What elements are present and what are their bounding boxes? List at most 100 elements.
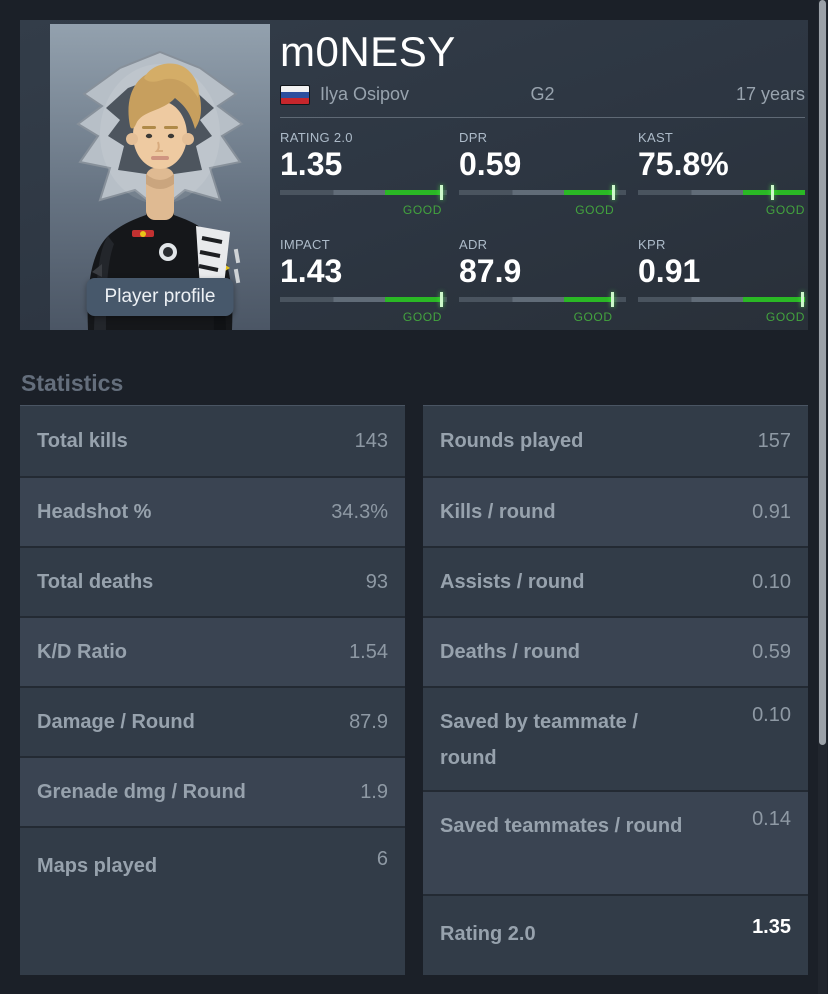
rating-stat-value: 75.8% [638, 146, 729, 183]
player-nickname: m0NESY [280, 28, 456, 75]
statistics-table-left: Total kills 143 Headshot % 34.3% Total d… [20, 405, 405, 975]
stat-value: 1.9 [360, 780, 388, 803]
stat-name: Maps played [37, 855, 158, 877]
rating-bar [459, 185, 626, 201]
rating-stat-label: KAST [638, 130, 674, 146]
rating-stat-cell: ADR 87.9 GOOD [459, 237, 626, 332]
statistics-heading: Statistics [21, 370, 124, 396]
stat-name: Damage / Round [37, 711, 195, 733]
player-profile-button[interactable]: Player profile [86, 278, 234, 316]
rating-bar-fill [564, 296, 613, 302]
table-row: Maps played 6 [20, 826, 405, 975]
rating-verdict-label: GOOD [573, 309, 613, 324]
rating-stat-value: 1.35 [280, 146, 343, 183]
rating-stat-cell: KPR 0.91 GOOD [638, 237, 805, 332]
rating-verdict-label: GOOD [765, 309, 805, 324]
scrollbar-thumb[interactable] [819, 0, 826, 745]
player-meta-row: Ilya Osipov G2 17 years [280, 84, 805, 105]
rating-bar-tick [612, 185, 616, 201]
table-row: Headshot % 34.3% [20, 476, 405, 546]
stat-value: 157 [757, 429, 791, 452]
rating-bar-tick [801, 291, 805, 307]
stat-name: Grenade dmg / Round [37, 781, 246, 803]
stat-name: Total deaths [37, 571, 154, 593]
rating-stat-value: 87.9 [459, 253, 522, 290]
player-age: 17 years [735, 84, 805, 105]
table-row: Total deaths 93 [20, 546, 405, 616]
player-photo: Player profile [50, 24, 270, 330]
stat-value: 1.35 [752, 916, 791, 938]
stat-name: Headshot % [37, 501, 152, 523]
statistics-table-right: Rounds played 157 Kills / round 0.91 Ass… [423, 405, 808, 975]
rating-bar [280, 291, 447, 307]
stat-name: Rounds played [440, 430, 584, 452]
stat-name: K/D Ratio [37, 641, 127, 663]
rating-verdict-label: GOOD [575, 203, 615, 218]
table-row: Saved by teammate / round 0.10 [423, 686, 808, 790]
stat-name: Total kills [37, 430, 128, 452]
rating-stat-cell: DPR 0.59 GOOD [459, 130, 626, 225]
table-row: Rating 2.0 1.35 [423, 894, 808, 975]
rating-stat-label: ADR [459, 237, 488, 253]
stat-value: 0.14 [752, 808, 791, 830]
player-real-name: Ilya Osipov [320, 84, 410, 105]
header-divider [280, 117, 805, 119]
stat-value: 87.9 [349, 710, 388, 733]
table-row: Grenade dmg / Round 1.9 [20, 756, 405, 826]
rating-stat-value: 0.59 [459, 146, 522, 183]
rating-verdict-label: GOOD [402, 203, 442, 218]
rating-bar-fill [743, 296, 805, 302]
stat-name: Kills / round [440, 501, 556, 523]
player-info: m0NESY Ilya Osipov G2 17 years RATING 2.… [280, 28, 805, 332]
scrollbar-track [818, 0, 827, 994]
stat-value: 6 [376, 848, 388, 870]
rating-bar-tick [439, 185, 443, 201]
table-row: Saved teammates / round 0.14 [423, 790, 808, 894]
table-row: Deaths / round 0.59 [423, 616, 808, 686]
stat-value: 34.3% [331, 500, 388, 523]
stat-value: 1.54 [349, 640, 388, 663]
rating-bar [280, 185, 447, 201]
table-row: Total kills 143 [20, 406, 405, 476]
rating-bar-tick [439, 291, 443, 307]
stat-name: Assists / round [440, 571, 585, 593]
stats-grid: RATING 2.0 1.35 GOOD DPR 0.59 GOOD KAST … [280, 130, 805, 332]
stat-value: 93 [365, 570, 388, 593]
stat-name: Deaths / round [440, 641, 581, 663]
rating-stat-label: RATING 2.0 [280, 130, 353, 146]
rating-bar-tick [771, 185, 775, 201]
rating-bar-fill [564, 190, 615, 196]
stat-name: Saved teammates / round [440, 815, 683, 837]
rating-stat-value: 0.91 [638, 253, 701, 290]
rating-bar-tick [610, 291, 614, 307]
rating-stat-label: IMPACT [280, 237, 330, 253]
rating-bar [638, 291, 805, 307]
rating-verdict-label: GOOD [402, 309, 442, 324]
rating-stat-cell: IMPACT 1.43 GOOD [280, 237, 447, 332]
rating-bar-fill [385, 296, 442, 302]
stat-value: 143 [354, 429, 388, 452]
stat-name: Saved by teammate / round [440, 711, 638, 769]
rating-stat-label: KPR [638, 237, 666, 253]
rating-bar [638, 185, 805, 201]
rating-stat-label: DPR [459, 130, 488, 146]
stat-value: 0.91 [752, 500, 791, 523]
rating-verdict-label: GOOD [765, 203, 805, 218]
table-row: Kills / round 0.91 [423, 476, 808, 546]
stat-name: Rating 2.0 [440, 923, 536, 945]
rating-bar [459, 291, 626, 307]
rating-stat-cell: RATING 2.0 1.35 GOOD [280, 130, 447, 225]
table-row: Damage / Round 87.9 [20, 686, 405, 756]
rating-stat-value: 1.43 [280, 253, 343, 290]
statistics-tables: Total kills 143 Headshot % 34.3% Total d… [20, 405, 808, 975]
stat-value: 0.10 [752, 704, 791, 726]
table-row: K/D Ratio 1.54 [20, 616, 405, 686]
table-row: Rounds played 157 [423, 406, 808, 476]
table-row: Assists / round 0.10 [423, 546, 808, 616]
rating-bar-fill [385, 190, 442, 196]
player-profile-card: Player profile m0NESY Ilya Osipov G2 17 … [20, 20, 808, 330]
rating-stat-cell: KAST 75.8% GOOD [638, 130, 805, 225]
stat-value: 0.10 [752, 570, 791, 593]
player-team: G2 [530, 84, 555, 105]
